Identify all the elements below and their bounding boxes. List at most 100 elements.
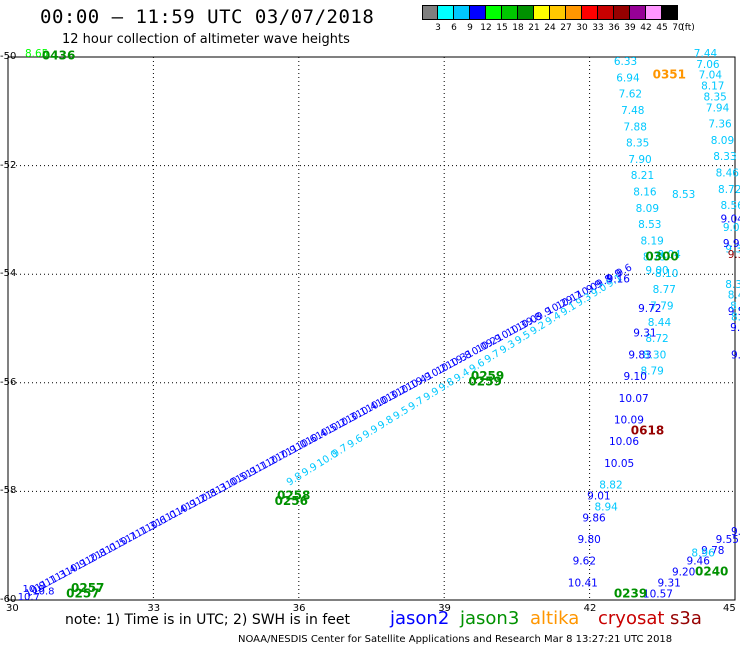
wave-height-value: 9.04 bbox=[723, 222, 740, 234]
wave-height-value: 8.30 bbox=[643, 349, 666, 361]
wave-height-value: 9.34 bbox=[728, 249, 740, 261]
color-swatch bbox=[630, 5, 646, 20]
color-swatch bbox=[518, 5, 534, 20]
latitude-label: -52 bbox=[0, 159, 17, 171]
wave-height-value: 8.72 bbox=[718, 184, 740, 196]
wave-height-value: 8.19 bbox=[640, 235, 663, 247]
wave-height-value: 8.35 bbox=[703, 91, 726, 103]
wave-height-value: 9.04 bbox=[720, 214, 740, 226]
wave-height-value: 8.17 bbox=[701, 81, 724, 93]
wave-height-value: 9.62 bbox=[573, 556, 596, 568]
wave-height-value: 8.94 bbox=[594, 501, 618, 513]
wave-height-value: 8.82 bbox=[599, 480, 622, 492]
wave-height-value: 8.46 bbox=[728, 290, 740, 302]
pass-time-label: 0351 bbox=[653, 68, 686, 82]
wave-height-value: 8.79 bbox=[640, 366, 663, 378]
color-scale-unit: (ft) bbox=[681, 23, 695, 33]
wave-height-value: 8.96 bbox=[691, 548, 715, 560]
color-scale-label: 70 bbox=[672, 23, 684, 33]
color-scale-label: 6 bbox=[451, 23, 457, 33]
wave-height-value: 9.86 bbox=[582, 512, 606, 524]
legend-altika: altika bbox=[530, 608, 580, 629]
legend-jason2: jason2 bbox=[390, 608, 450, 629]
color-swatch bbox=[550, 5, 566, 20]
wave-height-value: 8.53 bbox=[638, 219, 661, 231]
color-scale-label: 39 bbox=[624, 23, 636, 33]
color-swatch bbox=[646, 5, 662, 20]
color-scale-label: 18 bbox=[512, 23, 524, 33]
longitude-label: 36 bbox=[292, 603, 306, 614]
pass-time-label: 0300 bbox=[645, 250, 678, 264]
color-scale-label: 36 bbox=[608, 23, 620, 33]
pass-time-label: 0240 bbox=[695, 565, 728, 579]
pass-time-label: 0618 bbox=[631, 423, 664, 437]
pass-time-label: 0259 bbox=[468, 375, 501, 389]
wave-height-value: 7.44 bbox=[694, 48, 718, 60]
color-scale-label: 15 bbox=[496, 23, 508, 33]
color-scale-label: 42 bbox=[640, 23, 652, 33]
color-scale-label: 45 bbox=[656, 23, 668, 33]
wave-height-map: 10.9 11.1 11.3 11.4 10.9 11.2 10.8 11.0 11.5 10.7… bbox=[7, 48, 740, 603]
wave-height-value: 9.31 bbox=[657, 577, 680, 589]
legend-s3a: s3a bbox=[670, 608, 702, 629]
color-scale-label: 30 bbox=[576, 23, 588, 33]
color-scale-frame bbox=[422, 5, 678, 20]
wave-height-value: 9.94 bbox=[723, 238, 740, 250]
wave-height-value: 6.94 bbox=[616, 72, 640, 84]
wave-height-value: 8.09 bbox=[636, 203, 659, 215]
pass-time-label: 0239 bbox=[614, 586, 647, 600]
pass-time-label: 0258 bbox=[277, 489, 310, 503]
wave-height-value: 9.9 bbox=[731, 349, 740, 361]
wave-height-value: 8.16 bbox=[633, 186, 657, 198]
color-swatch bbox=[598, 5, 614, 20]
longitude-label: 33 bbox=[147, 603, 161, 614]
legend-jason3: jason3 bbox=[460, 608, 520, 629]
note-text: note: 1) Time is in UTC; 2) SWH is in fe… bbox=[65, 612, 351, 628]
legend-cryosat: cryosat bbox=[598, 608, 665, 629]
wave-height-value: 9.31 bbox=[633, 328, 656, 340]
color-swatch bbox=[566, 5, 582, 20]
wave-height-value: 10.8 bbox=[32, 587, 54, 598]
wave-height-value: 7.48 bbox=[621, 105, 644, 117]
color-swatch bbox=[422, 5, 438, 20]
longitude-label: 39 bbox=[438, 603, 451, 614]
latitude-label: -60 bbox=[0, 594, 17, 605]
wave-height-value: 8.10 bbox=[655, 268, 678, 280]
wave-height-value: 9.20 bbox=[672, 567, 695, 579]
color-swatch bbox=[470, 5, 486, 20]
wave-height-value: 8.65 bbox=[25, 48, 48, 60]
wave-height-value: 10.07 bbox=[619, 393, 649, 405]
wave-height-value: 9.00 bbox=[645, 265, 668, 277]
footer-credit: NOAA/NESDIS Center for Satellite Applica… bbox=[238, 634, 673, 645]
wave-height-value: 7.94 bbox=[706, 102, 730, 114]
latitude-label: -50 bbox=[0, 51, 17, 62]
wave-height-value: 10.7 bbox=[18, 592, 40, 603]
wave-height-value: 8.35 bbox=[725, 279, 740, 291]
longitude-label: 30 bbox=[6, 603, 19, 614]
wave-height-value: 8.44 bbox=[648, 317, 672, 329]
wave-height-value: 8.35 bbox=[626, 138, 649, 150]
wave-height-value: 9.78 bbox=[701, 545, 724, 557]
wave-height-value: 8.09 bbox=[711, 135, 734, 147]
wave-height-value: 9.80 bbox=[577, 534, 600, 546]
color-scale-label: 27 bbox=[560, 23, 572, 33]
wave-height-value: 10.06 bbox=[609, 436, 639, 448]
pass-time-label: 0436 bbox=[42, 49, 75, 63]
color-swatch bbox=[502, 5, 518, 20]
wave-height-value: 8.72 bbox=[730, 300, 740, 312]
wave-height-value: 10.9 bbox=[23, 584, 45, 595]
color-scale-label: 24 bbox=[544, 23, 556, 33]
color-scale-label: 9 bbox=[467, 23, 473, 33]
wave-height-value: 9.5 bbox=[728, 306, 740, 318]
color-swatch bbox=[614, 5, 630, 20]
latitude-label: -56 bbox=[0, 376, 17, 388]
latitude-label: -54 bbox=[0, 268, 17, 280]
pass-time-label: 0257 bbox=[66, 586, 99, 600]
color-swatch bbox=[438, 5, 454, 20]
wave-height-value: 8.75 bbox=[643, 252, 666, 264]
color-swatch bbox=[454, 5, 470, 20]
wave-height-value: 9.10 bbox=[624, 371, 647, 383]
longitude-label: 42 bbox=[583, 603, 597, 614]
pass-time-label: 0256 bbox=[275, 494, 308, 508]
wave-height-value: 8.72 bbox=[645, 333, 668, 345]
